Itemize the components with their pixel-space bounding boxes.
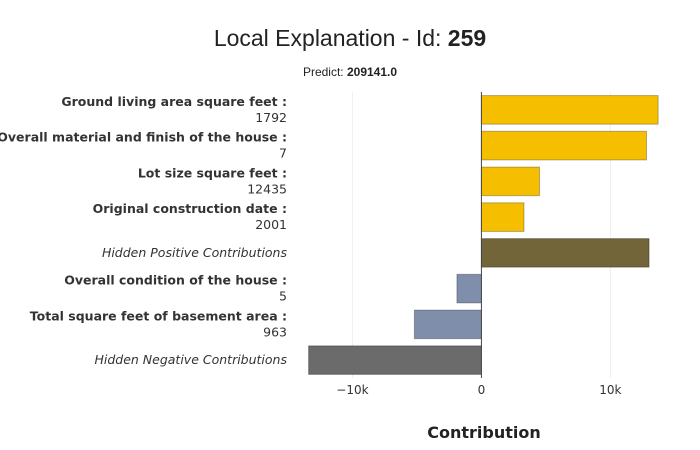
- category-label-0: Ground living area square feet :: [61, 94, 287, 109]
- chart-title-id: 259: [448, 25, 486, 51]
- chart-title-prefix: Local Explanation - Id:: [214, 25, 448, 51]
- bar-2: [480, 166, 540, 197]
- category-value-5: 5: [279, 289, 287, 304]
- x-axis-title: Contribution: [427, 423, 541, 442]
- chart-subtitle: Predict: 209141.0: [303, 65, 397, 79]
- category-value-1: 7: [279, 146, 287, 161]
- category-value-3: 2001: [255, 217, 287, 232]
- category-label-5: Overall condition of the house :: [64, 273, 287, 288]
- bars: [308, 95, 659, 375]
- subtitle-value: 209141.0: [347, 65, 397, 79]
- bar-6: [413, 309, 482, 340]
- category-label-3: Original construction date :: [93, 201, 287, 216]
- bar-4: [480, 238, 650, 268]
- x-tick-label-2: 10k: [599, 383, 621, 397]
- chart-title: Local Explanation - Id: 259: [214, 25, 486, 51]
- x-tick-label-1: 0: [478, 383, 486, 397]
- category-value-2: 12435: [247, 181, 287, 196]
- bar-0: [480, 95, 659, 125]
- x-tick-label-0: −10k: [336, 383, 368, 397]
- category-label-2: Lot size square feet :: [138, 165, 287, 180]
- category-labels: Ground living area square feet :1792 Over…: [0, 94, 287, 367]
- category-label-4: Hidden Positive Contributions: [102, 245, 288, 260]
- category-label-6: Total square feet of basement area :: [30, 308, 287, 323]
- bar-5: [456, 273, 482, 304]
- category-label-7: Hidden Negative Contributions: [94, 352, 287, 367]
- bar-3: [480, 202, 525, 232]
- category-value-6: 963: [263, 324, 287, 339]
- x-axis-ticks: −10k 0 10k: [336, 383, 621, 397]
- category-label-1: Overall material and finish of the house…: [0, 130, 287, 145]
- category-value-0: 1792: [255, 110, 287, 125]
- subtitle-prefix: Predict:: [303, 65, 347, 79]
- bar-1: [480, 130, 648, 161]
- bar-7: [308, 345, 482, 375]
